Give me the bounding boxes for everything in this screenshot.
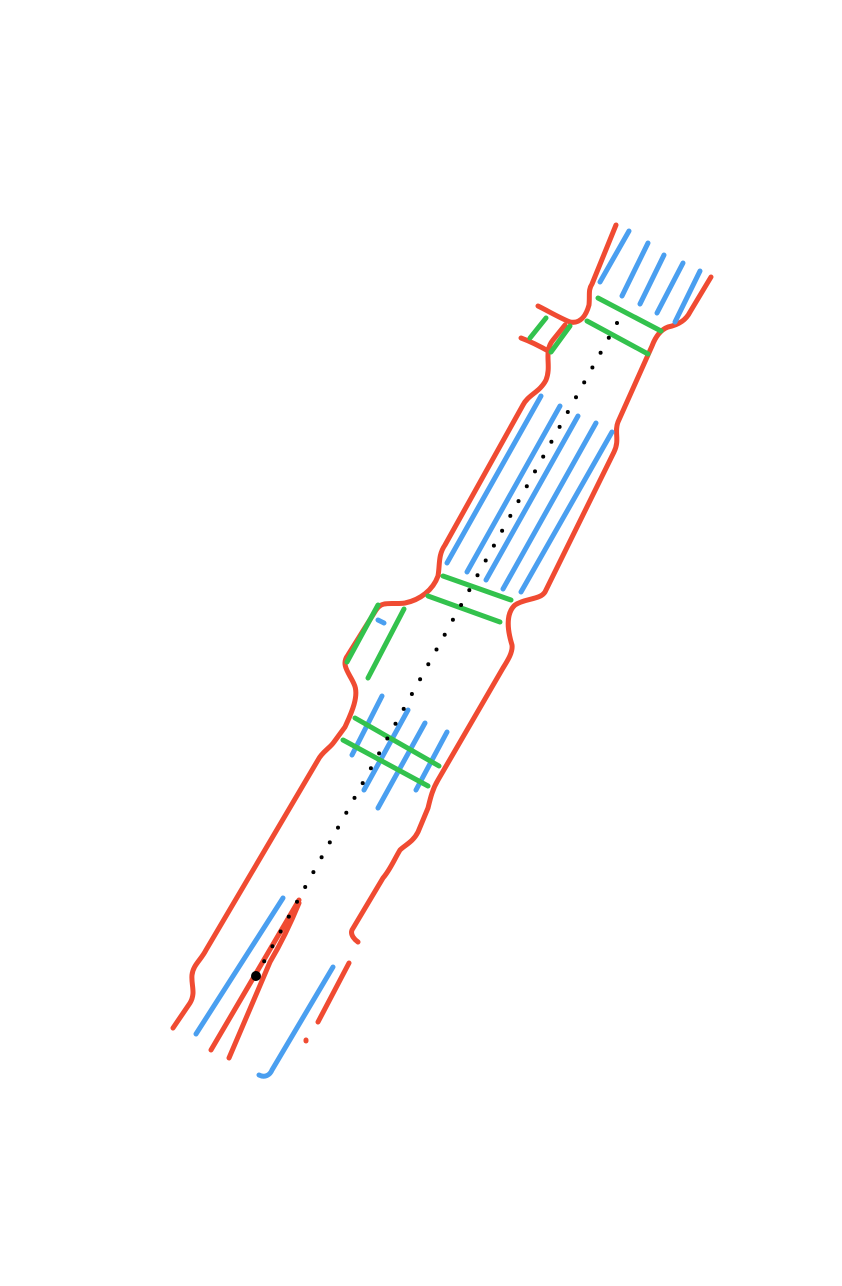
ego-trajectory [251,321,619,981]
lane-mid-1 [444,393,544,566]
trajectory-point [508,513,513,518]
trajectory-point [582,380,587,385]
trajectory-point [434,647,439,652]
trajectory-point [450,617,455,622]
trajectory-point [549,439,554,444]
lane-top-5 [672,268,703,325]
trajectory-point [533,469,537,474]
lane-mid-4 [500,420,599,592]
lane-mid-5 [518,429,615,595]
lane-mid-2 [464,403,563,575]
lane-low-3 [375,720,428,811]
ego-vehicle-marker [251,971,261,981]
trajectory-point [295,899,299,904]
trajectory-point [574,395,578,400]
trajectory-point [278,929,283,934]
road-edge-left-top [535,222,619,325]
lane-bottom-2 [256,964,336,1079]
trajectory-point [426,662,431,667]
crosswalk-topleft-2 [548,323,573,355]
trajectory-point [344,810,349,815]
trajectory-point [606,335,611,340]
trajectory-point [565,410,570,414]
road-edge-inner-2 [226,900,302,1061]
trajectory-point [483,558,488,563]
lane-mark-1 [375,617,387,626]
trajectory-point [500,528,505,533]
trajectory-point [352,795,357,800]
trajectory-point [286,914,291,919]
crosswalk-mid-2 [425,593,503,625]
trajectory-point [262,959,267,964]
trajectory-point [409,692,414,696]
crosswalk-low-1 [352,715,442,769]
trajectory-point [327,840,332,845]
trajectory-point [270,944,275,949]
crosswalk-top-2 [584,318,651,357]
trajectory-point [516,499,521,504]
trajectory-point [311,870,316,875]
trajectory-point [615,321,619,325]
trajectory-point [336,825,340,830]
crosswalks [340,295,664,789]
crosswalk-topleft-1 [527,315,549,341]
trajectory-point [442,632,447,637]
trajectory-point [368,766,373,771]
lane-low-2 [361,707,411,793]
crosswalk-midleft-2 [365,606,407,681]
crosswalk-mid-1 [440,573,514,603]
trajectory-point [491,543,496,548]
trajectory-point [360,781,365,786]
lane-top-4 [654,260,686,316]
lane-top-1 [597,228,632,285]
trajectory-point [401,706,406,711]
road-edge-right-lower [315,960,352,1025]
trajectory-point [393,721,398,726]
trajectory-point [303,885,308,889]
trajectory-point [475,573,480,578]
trajectory-point [557,424,562,429]
trajectory-point [590,365,595,370]
lane-top-2 [619,240,651,299]
road-edge-right-main [349,274,714,945]
lane-top-3 [637,252,667,307]
crosswalk-low-2 [340,737,431,789]
road-edge-left-top-stub [518,335,553,355]
trajectory-point [385,736,390,741]
trajectory-point [459,603,464,607]
trajectory-point [598,350,603,355]
crosswalk-midleft-1 [344,602,381,665]
trajectory-point [377,751,382,756]
trajectory-point [418,677,423,682]
trajectory-point [467,588,472,593]
trajectory-point [541,454,546,459]
trajectory-point [524,484,529,489]
crosswalk-top-1 [595,295,664,334]
lane-bottom-1 [193,895,286,1037]
trajectory-point [319,855,324,860]
lane-mid-3 [483,413,581,583]
road-edges [170,222,714,1061]
